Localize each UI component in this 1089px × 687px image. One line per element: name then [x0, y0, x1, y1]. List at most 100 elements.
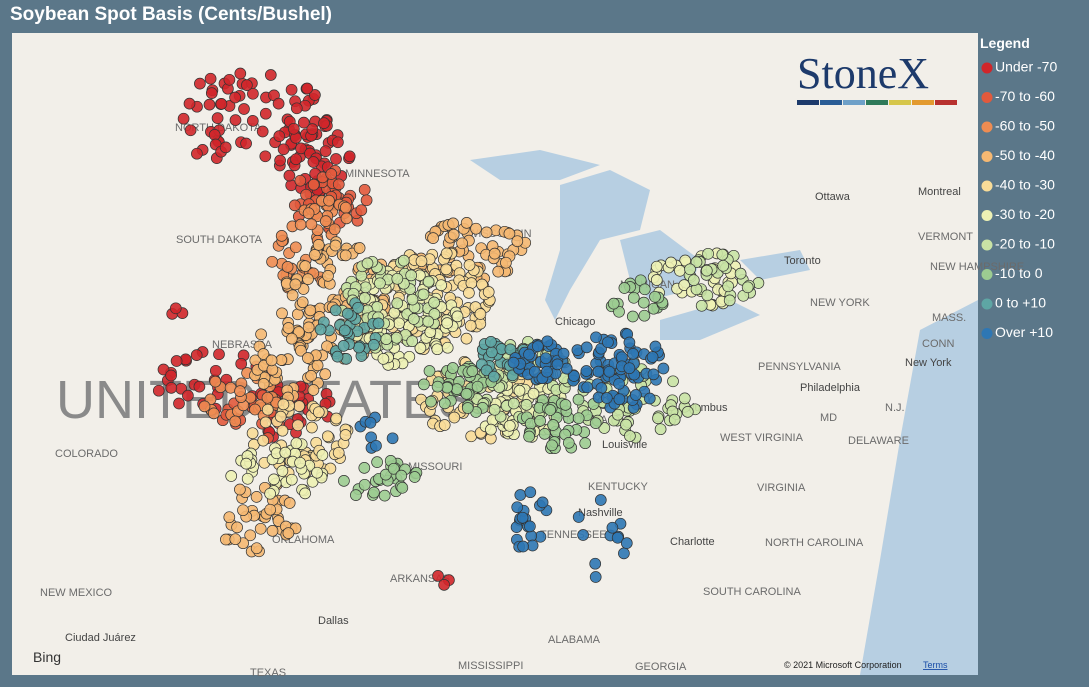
data-point: [337, 340, 350, 352]
data-point: [534, 415, 546, 427]
data-point: [225, 470, 238, 482]
data-point: [539, 352, 552, 365]
data-point: [451, 310, 464, 323]
data-point: [654, 423, 667, 436]
data-point: [687, 274, 700, 287]
legend-label: -50 to -40: [995, 147, 1055, 163]
data-point: [355, 204, 368, 217]
data-point: [646, 351, 659, 363]
data-point: [514, 489, 527, 501]
data-point: [441, 341, 454, 354]
data-point: [302, 352, 314, 364]
data-point: [440, 247, 453, 260]
region-label: MD: [820, 412, 837, 424]
data-point: [650, 274, 663, 286]
data-point: [343, 150, 356, 163]
data-point: [311, 359, 324, 372]
data-point: [219, 141, 232, 154]
data-point: [191, 147, 203, 160]
data-point: [474, 317, 487, 330]
data-point: [277, 398, 290, 411]
data-point: [259, 416, 272, 429]
data-point: [482, 286, 495, 298]
data-point: [289, 241, 302, 254]
data-point: [213, 348, 225, 361]
data-point: [329, 304, 342, 317]
data-point: [562, 437, 575, 449]
data-point: [289, 278, 302, 291]
data-point: [307, 178, 320, 191]
data-point: [223, 511, 236, 524]
data-point: [630, 389, 642, 401]
data-point: [302, 321, 315, 334]
data-point: [611, 531, 624, 544]
legend-label: Under -70: [995, 59, 1057, 75]
data-point: [292, 419, 304, 432]
data-point: [717, 259, 730, 272]
data-point: [466, 365, 479, 377]
data-point: [652, 412, 664, 425]
data-point: [282, 527, 295, 539]
data-point: [249, 403, 261, 416]
data-point: [681, 406, 694, 418]
region-label: MISSOURI: [408, 461, 462, 473]
region-label: COLORADO: [55, 448, 118, 460]
data-point: [422, 315, 435, 328]
data-point: [173, 397, 185, 410]
data-point: [184, 124, 197, 137]
city-label: Ciudad Juárez: [65, 632, 136, 644]
data-point: [322, 270, 334, 282]
data-point: [307, 156, 320, 168]
legend-label: -40 to -30: [995, 177, 1055, 193]
data-point: [414, 342, 427, 354]
city-label: Toronto: [784, 255, 821, 267]
data-point: [618, 282, 631, 294]
data-point: [302, 207, 315, 220]
data-point: [432, 570, 444, 582]
data-point: [541, 335, 554, 348]
data-point: [438, 397, 451, 410]
data-point: [190, 349, 203, 361]
data-point: [319, 215, 332, 227]
legend-marker: [981, 151, 993, 162]
data-point: [319, 145, 332, 158]
terms-link[interactable]: Terms: [923, 660, 948, 670]
data-point: [205, 87, 218, 99]
data-point: [281, 261, 294, 273]
region-label: PENNSYLVANIA: [758, 361, 841, 373]
data-point: [204, 72, 217, 85]
data-point: [523, 430, 535, 443]
region-label: KENTUCKY: [588, 481, 649, 493]
data-point: [339, 429, 352, 441]
legend-title: Legend: [980, 35, 1030, 51]
data-point: [647, 368, 660, 381]
data-point: [169, 302, 182, 315]
legend-marker: [981, 328, 993, 339]
data-point: [274, 154, 286, 167]
data-point: [438, 419, 451, 431]
data-point: [427, 232, 439, 244]
data-point: [279, 446, 292, 459]
data-point: [623, 336, 636, 349]
legend-label: Over +10: [995, 324, 1053, 340]
data-point: [266, 255, 278, 268]
data-point: [503, 227, 516, 240]
data-point: [294, 456, 306, 469]
data-point: [312, 406, 325, 419]
data-point: [261, 403, 274, 416]
data-point: [668, 413, 681, 426]
logo-stripe: [843, 100, 865, 105]
data-point: [590, 331, 602, 344]
data-point: [307, 384, 320, 396]
data-point: [678, 279, 691, 291]
data-point: [723, 294, 736, 307]
data-point: [488, 370, 500, 383]
data-point: [257, 348, 270, 360]
data-point: [524, 520, 536, 533]
data-point: [637, 296, 650, 309]
data-point: [360, 194, 373, 207]
data-point: [358, 183, 371, 196]
data-point: [702, 247, 714, 260]
data-point: [296, 296, 309, 309]
data-point: [223, 73, 236, 86]
